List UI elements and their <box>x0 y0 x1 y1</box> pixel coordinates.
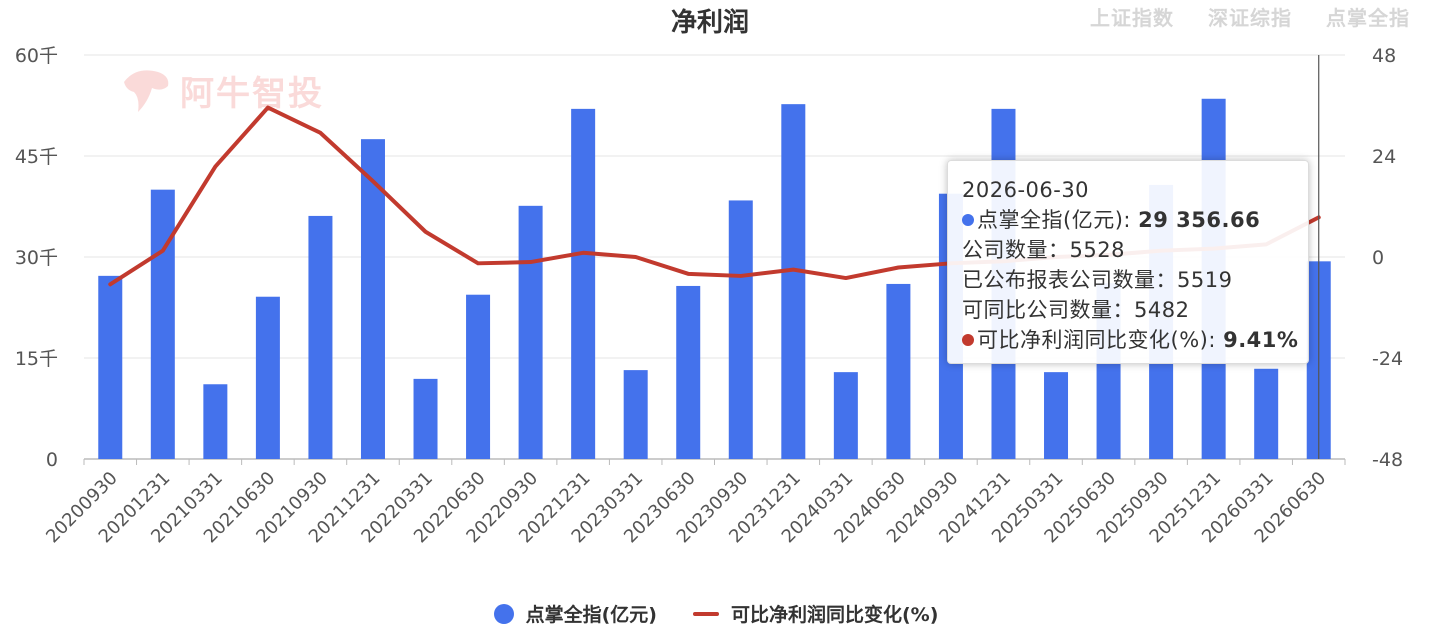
tooltip-value: 5528 <box>1069 238 1125 262</box>
tooltip-label: 点掌全指(亿元): <box>977 208 1139 232</box>
left-tick-label: 0 <box>46 449 58 471</box>
line-point <box>897 267 899 269</box>
tab-shanghai[interactable]: 上证指数 <box>1090 6 1174 30</box>
bar <box>308 215 333 459</box>
legend-item-bar[interactable]: 点掌全指(亿元) <box>493 600 657 627</box>
bar <box>203 384 228 459</box>
bar <box>833 372 858 459</box>
left-tick-label: 45千 <box>15 146 58 168</box>
tooltip-label: 可同比公司数量： <box>962 298 1134 322</box>
tooltip-value: 29 356.66 <box>1138 208 1261 232</box>
bar <box>781 104 806 460</box>
legend-label-line: 可比净利润同比变化(%) <box>730 604 939 626</box>
data-tooltip: 2026-06-30 点掌全指(亿元): 29 356.66 公司数量：5528 已… <box>947 160 1309 364</box>
series-dot-icon <box>962 214 974 226</box>
line-point <box>635 256 637 258</box>
watermark-text: 阿牛智投 <box>180 73 324 114</box>
tooltip-value: 9.41% <box>1223 328 1299 352</box>
bar <box>1254 368 1279 459</box>
tooltip-row: 已公布报表公司数量：5519 <box>962 265 1294 295</box>
bar <box>676 285 701 459</box>
tooltip-value: 5482 <box>1134 298 1190 322</box>
line-point <box>214 166 216 168</box>
line-point <box>162 250 164 252</box>
tooltip-row: 可同比公司数量：5482 <box>962 295 1294 325</box>
bar <box>150 189 175 459</box>
right-tick-label: 0 <box>1372 247 1384 269</box>
index-tabs: 上证指数 深证综指 点掌全指 <box>1090 2 1410 31</box>
tooltip-value: 5519 <box>1177 268 1233 292</box>
left-tick-label: 15千 <box>15 348 58 370</box>
line-point <box>267 107 269 109</box>
bar <box>571 108 596 459</box>
tooltip-label: 可比净利润同比变化(%): <box>977 328 1224 352</box>
line-point <box>109 283 111 285</box>
right-tick-label: -24 <box>1372 348 1403 370</box>
bull-logo-icon <box>124 70 169 112</box>
bar <box>360 139 385 459</box>
line-point <box>582 252 584 254</box>
tab-shenzhen[interactable]: 深证综指 <box>1208 6 1292 30</box>
right-tick-label: 48 <box>1372 45 1396 67</box>
chart-title: 净利润 <box>670 8 749 38</box>
bar <box>1044 372 1069 459</box>
bar <box>98 275 123 459</box>
tooltip-label: 公司数量： <box>962 238 1070 262</box>
bar <box>466 294 491 459</box>
line-point <box>425 231 427 233</box>
line-point <box>530 261 532 263</box>
left-tick-label: 30千 <box>15 247 58 269</box>
line-point <box>845 277 847 279</box>
bar <box>623 370 648 459</box>
right-tick-label: 24 <box>1372 146 1396 168</box>
line-point <box>319 132 321 134</box>
tooltip-row: 可比净利润同比变化(%): 9.41% <box>962 325 1298 355</box>
bar <box>413 378 438 459</box>
line-point <box>372 180 374 182</box>
tooltip-row: 点掌全指(亿元): 29 356.66 <box>962 205 1294 235</box>
legend-line-icon <box>692 611 719 616</box>
tooltip-row: 公司数量：5528 <box>962 235 1294 265</box>
bar <box>255 296 280 459</box>
tab-dianzhang[interactable]: 点掌全指 <box>1326 6 1410 30</box>
tooltip-date: 2026-06-30 <box>962 178 1090 202</box>
tooltip-label: 已公布报表公司数量： <box>962 268 1177 292</box>
bar <box>518 205 543 459</box>
left-tick-label: 60千 <box>15 45 58 67</box>
bar <box>728 200 753 459</box>
chart-legend: 点掌全指(亿元) 可比净利润同比变化(%) <box>0 600 1432 627</box>
bar <box>886 283 911 459</box>
line-point <box>792 269 794 271</box>
line-point <box>740 275 742 277</box>
legend-dot-icon <box>493 603 514 624</box>
right-tick-label: -48 <box>1372 449 1403 471</box>
legend-item-line[interactable]: 可比净利润同比变化(%) <box>692 600 939 627</box>
legend-label-bar: 点掌全指(亿元) <box>525 604 657 626</box>
series-dot-icon <box>962 334 974 346</box>
watermark-logo: 阿牛智投 <box>118 62 324 118</box>
line-point <box>687 273 689 275</box>
line-point <box>477 262 479 264</box>
